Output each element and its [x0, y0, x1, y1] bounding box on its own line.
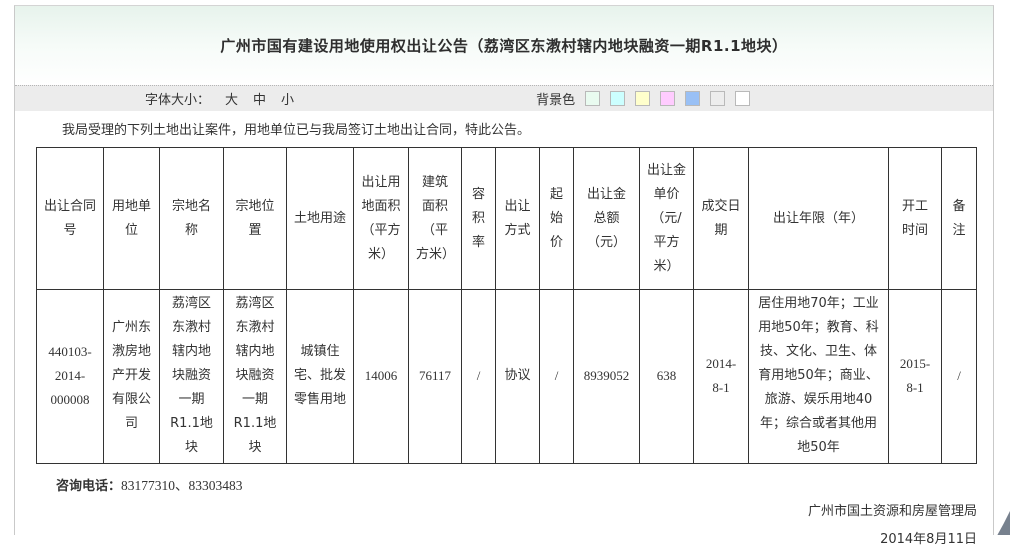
cell-land-area: 14006 — [353, 289, 409, 464]
header-start-work-date: 开工时间 — [888, 147, 942, 291]
title-band: 广州市国有建设用地使用权出让公告（荔湾区东漖村辖内地块融资一期R1.1地块） — [15, 6, 993, 85]
cell-deal-date: 2014-8-1 — [693, 289, 749, 464]
bg-color-swatch-pink[interactable] — [660, 91, 676, 106]
cell-building-area: 76117 — [408, 289, 462, 464]
announcement-panel: 广州市国有建设用地使用权出让公告（荔湾区东漖村辖内地块融资一期R1.1地块） 字… — [14, 5, 994, 547]
bg-color-swatch-yellow[interactable] — [635, 91, 651, 106]
cursor-artifact — [997, 511, 1010, 535]
bg-color-swatch-blue[interactable] — [685, 91, 701, 106]
header-total-price: 出让金总额（元） — [573, 147, 640, 291]
land-transfer-table: 出让合同号 用地单位 宗地名称 宗地位置 土地用途 出让用地面积（平方米） 建筑… — [36, 147, 977, 464]
cell-unit-price: 638 — [639, 289, 694, 464]
announcement-intro: 我局受理的下列土地出让案件，用地单位已与我局签订土地出让合同，特此公告。 — [62, 123, 531, 138]
header-contract-no: 出让合同号 — [36, 147, 104, 291]
header-building-area: 建筑面积（平方米） — [408, 147, 462, 291]
font-size-label: 字体大小： — [145, 93, 211, 108]
display-options-toolbar: 字体大小： 大 中 小 背景色 — [15, 85, 993, 111]
font-size-medium-button[interactable]: 中 — [253, 93, 267, 108]
header-plot-ratio: 容积率 — [461, 147, 496, 291]
header-parcel-location: 宗地位置 — [223, 147, 287, 291]
cell-plot-ratio: / — [461, 289, 496, 464]
issuing-agency: 广州市国土资源和房屋管理局 — [807, 503, 977, 519]
cell-parcel-name: 荔湾区东漖村辖内地块融资一期R1.1地块 — [159, 289, 224, 464]
header-starting-price: 起始价 — [539, 147, 574, 291]
consult-phone-label: 咨询电话： — [56, 478, 122, 494]
issue-date: 2014年8月11日 — [880, 531, 977, 547]
cell-parcel-location: 荔湾区东漖村辖内地块融资一期R1.1地块 — [223, 289, 287, 464]
header-land-area: 出让用地面积（平方米） — [353, 147, 409, 291]
header-deal-date: 成交日期 — [693, 147, 749, 291]
bg-color-swatch-gray[interactable] — [710, 91, 726, 106]
cell-remarks: / — [941, 289, 977, 464]
cell-contract-no: 440103-2014-000008 — [36, 289, 104, 464]
font-size-small-button[interactable]: 小 — [281, 93, 295, 108]
header-land-user: 用地单位 — [103, 147, 160, 291]
page-title: 广州市国有建设用地使用权出让公告（荔湾区东漖村辖内地块融资一期R1.1地块） — [220, 37, 788, 55]
cell-start-work-date: 2015-8-1 — [888, 289, 942, 464]
cell-tenure-years: 居住用地70年；工业用地50年；教育、科技、文化、卫生、体育用地50年；商业、旅… — [748, 289, 889, 464]
consult-phone-line: 咨询电话：83177310、83303483 — [56, 474, 993, 494]
cell-transfer-method: 协议 — [495, 289, 540, 464]
bg-color-swatch-cyan[interactable] — [610, 91, 626, 106]
table-data-row: 440103-2014-000008 广州东漖房地产开发有限公司 荔湾区东漖村辖… — [36, 289, 977, 464]
header-remarks: 备注 — [941, 147, 977, 291]
cell-total-price: 8939052 — [573, 289, 640, 464]
font-size-large-button[interactable]: 大 — [225, 93, 239, 108]
header-land-use: 土地用途 — [286, 147, 354, 291]
header-transfer-method: 出让方式 — [495, 147, 540, 291]
cell-land-user: 广州东漖房地产开发有限公司 — [103, 289, 160, 464]
background-color-label: 背景色 — [536, 93, 576, 108]
cell-starting-price: / — [539, 289, 574, 464]
header-parcel-name: 宗地名称 — [159, 147, 224, 291]
table-header-row: 出让合同号 用地单位 宗地名称 宗地位置 土地用途 出让用地面积（平方米） 建筑… — [36, 147, 977, 291]
cell-land-use: 城镇住宅、批发零售用地 — [286, 289, 354, 464]
header-unit-price: 出让金单价（元/平方米） — [639, 147, 694, 291]
header-tenure-years: 出让年限（年） — [748, 147, 889, 291]
bg-color-swatch-mint[interactable] — [585, 91, 601, 106]
consult-phone-numbers: 83177310、83303483 — [121, 477, 243, 493]
bg-color-swatch-white[interactable] — [735, 91, 751, 106]
